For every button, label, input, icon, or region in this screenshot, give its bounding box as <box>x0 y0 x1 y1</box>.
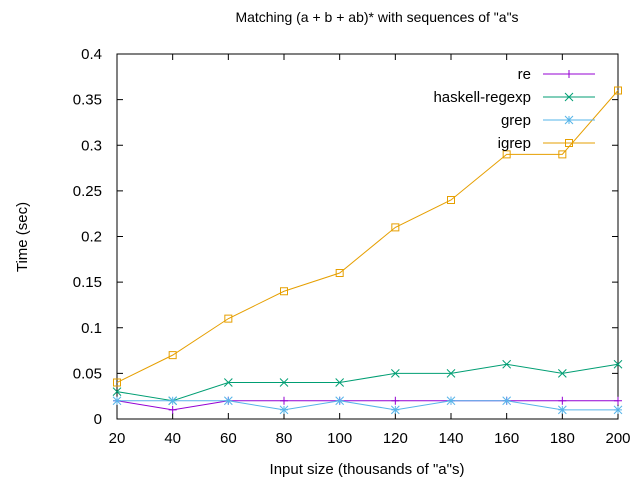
data-point-grep <box>613 405 623 415</box>
data-point-haskell-regexp <box>502 359 512 369</box>
legend-marker-igrep <box>565 139 573 147</box>
x-tick-label: 40 <box>164 430 181 447</box>
data-point-grep <box>168 396 178 406</box>
data-point-igrep <box>280 287 288 296</box>
data-point-haskell-regexp <box>613 359 623 369</box>
data-point-igrep <box>558 150 567 159</box>
legend-label-re: re <box>518 66 531 83</box>
y-tick-label: 0.35 <box>73 92 102 109</box>
y-tick-label: 0.25 <box>73 183 102 200</box>
y-tick-label: 0.4 <box>81 46 102 63</box>
series-line-igrep <box>116 90 619 383</box>
data-point-grep <box>502 396 512 406</box>
x-tick-label: 100 <box>327 430 352 447</box>
y-tick-label: 0.15 <box>73 274 102 291</box>
x-tick-label: 80 <box>276 430 293 447</box>
x-tick-label: 180 <box>550 430 575 447</box>
data-point-haskell-regexp <box>223 378 233 387</box>
legend-marker-haskell-regexp <box>564 92 574 102</box>
data-point-re <box>168 405 177 414</box>
series-grep <box>112 396 623 415</box>
data-point-haskell-regexp <box>112 387 122 396</box>
data-point-grep <box>223 396 233 406</box>
plot-frame <box>116 53 619 420</box>
series-haskell-regexp <box>112 359 623 406</box>
data-point-igrep <box>224 314 233 323</box>
data-point-re <box>614 396 622 405</box>
data-point-haskell-regexp <box>446 369 456 378</box>
data-point-grep <box>446 396 456 406</box>
legend-label-igrep: igrep <box>498 135 531 152</box>
data-point-grep <box>112 396 122 406</box>
x-tick-label: 140 <box>438 430 463 447</box>
data-point-grep <box>279 405 289 415</box>
data-point-igrep <box>113 378 121 387</box>
series-line-re <box>116 400 618 411</box>
data-point-igrep <box>502 150 511 159</box>
series-line-haskell-regexp <box>116 363 619 402</box>
data-point-igrep <box>391 223 400 232</box>
x-axis-label: Input size (thousands of "a"s) <box>270 461 465 478</box>
x-tick-label: 160 <box>494 430 519 447</box>
data-point-haskell-regexp <box>557 369 567 378</box>
x-tick-label: 120 <box>383 430 408 447</box>
data-point-grep <box>335 396 345 406</box>
series-layer <box>112 86 623 415</box>
y-tick-label: 0 <box>94 411 102 428</box>
legend-marker-grep <box>564 115 574 125</box>
data-point-haskell-regexp <box>335 378 345 387</box>
series-line-grep <box>117 400 618 411</box>
y-tick-label: 0.05 <box>73 365 102 382</box>
data-point-re <box>558 396 567 405</box>
y-tick-label: 0.1 <box>81 320 102 337</box>
legend-label-haskell-regexp: haskell-regexp <box>433 89 531 106</box>
series-igrep <box>113 86 622 387</box>
data-point-re <box>391 396 400 405</box>
data-point-igrep <box>335 269 344 277</box>
x-tick-label: 60 <box>220 430 237 447</box>
data-point-igrep <box>447 196 455 204</box>
x-tick-label: 200 <box>605 430 630 447</box>
y-tick-label: 0.3 <box>81 137 102 154</box>
legend: re haskell-regexp grep igrep <box>433 66 595 152</box>
data-point-igrep <box>614 86 622 95</box>
data-point-re <box>280 396 288 405</box>
data-point-haskell-regexp <box>279 378 289 387</box>
y-axis-label: Time (sec) <box>14 202 31 272</box>
data-point-haskell-regexp <box>390 369 400 378</box>
legend-label-grep: grep <box>501 112 531 129</box>
data-point-grep <box>390 405 400 415</box>
y-tick-label: 0.2 <box>81 229 102 246</box>
chart-title: Matching (a + b + ab)* with sequences of… <box>235 9 518 25</box>
tick-layer: 20 40 60 80 100 120 140 160 180 200 0 0.05 0.1 0.15 0.… <box>73 46 631 447</box>
data-point-grep <box>557 405 567 415</box>
data-point-igrep <box>168 351 177 360</box>
x-tick-label: 20 <box>109 430 126 447</box>
legend-marker-re <box>565 70 573 78</box>
